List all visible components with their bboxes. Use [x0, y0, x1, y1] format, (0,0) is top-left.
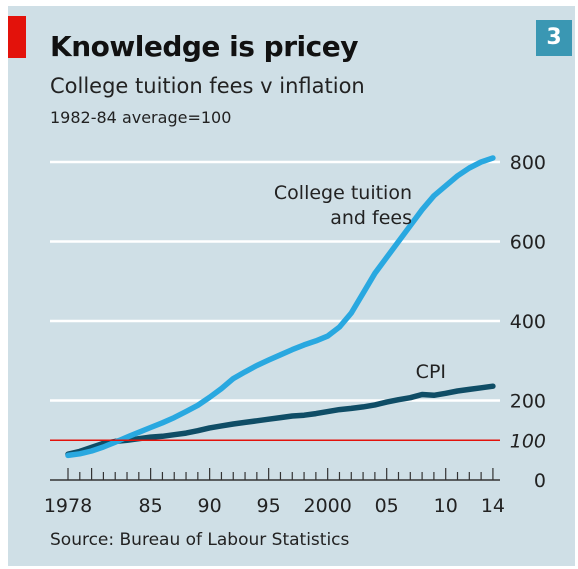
series-line-tuition — [65, 155, 496, 459]
y-tick-label-200: 200 — [510, 391, 546, 413]
x-tick-label-85: 85 — [139, 495, 163, 517]
index-note: 1982-84 average=100 — [50, 108, 232, 127]
series-line-cpi — [65, 383, 496, 457]
x-tick-label-90: 90 — [198, 495, 222, 517]
baseline-label-100: 100 — [510, 430, 546, 452]
y-tick-label-600: 600 — [510, 232, 546, 254]
x-tick-label-05: 05 — [375, 495, 399, 517]
red-accent-tab — [8, 16, 26, 58]
x-tick-label-2000: 2000 — [303, 495, 351, 517]
chart-number-badge: 3 — [536, 20, 572, 56]
x-tick-label-10: 10 — [434, 495, 458, 517]
cpi-label: CPI — [416, 361, 446, 383]
chart-title: Knowledge is pricey — [50, 30, 358, 63]
source-note: Source: Bureau of Labour Statistics — [50, 530, 350, 550]
y-tick-label-800: 800 — [510, 152, 546, 174]
x-tick-label-14: 14 — [481, 495, 505, 517]
chart-subtitle: College tuition fees v inflation — [50, 74, 365, 98]
x-tick-label-95: 95 — [257, 495, 281, 517]
x-tick-label-1978: 1978 — [44, 495, 92, 517]
chart-panel — [8, 6, 575, 566]
y-tick-label-400: 400 — [510, 311, 546, 333]
tuition-label-line-1: College tuition — [274, 182, 412, 204]
tuition-label-line-2: and fees — [330, 207, 412, 229]
y-tick-label-0: 0 — [534, 470, 546, 492]
